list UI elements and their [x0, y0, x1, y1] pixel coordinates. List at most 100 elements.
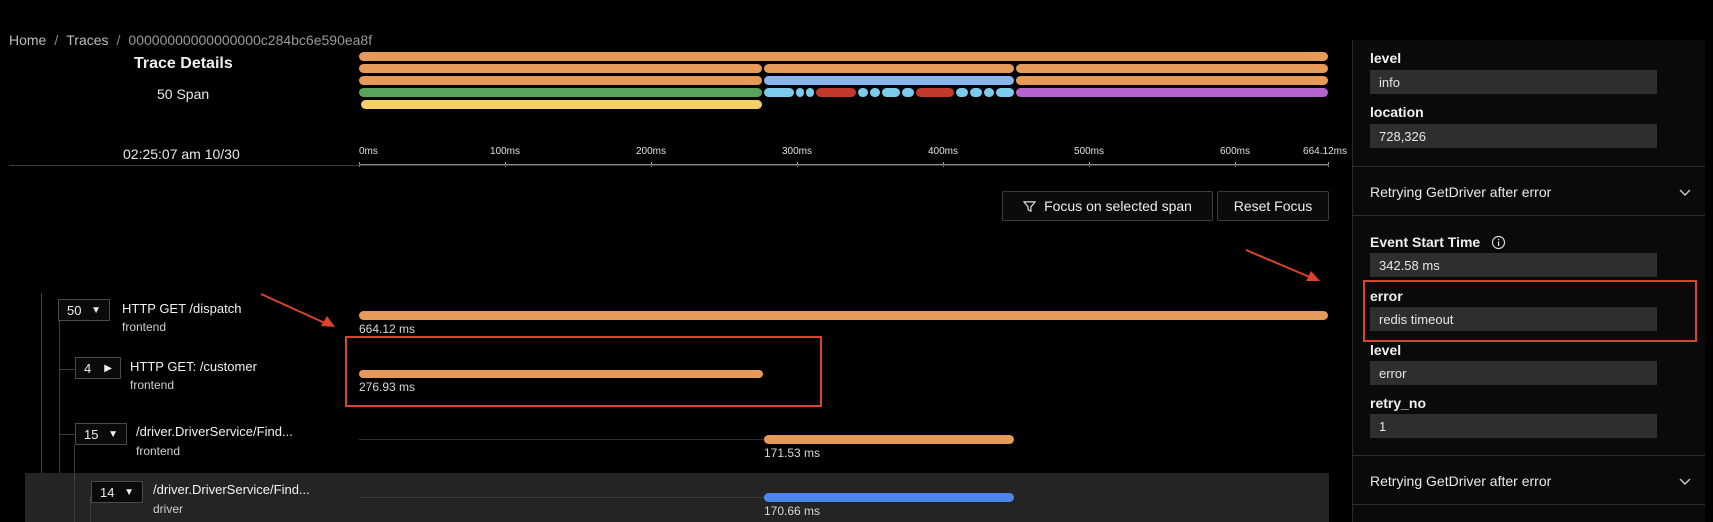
tree-guide-line — [59, 434, 75, 435]
caret-down-icon: ▼ — [91, 304, 101, 316]
caret-down-icon: ▼ — [124, 486, 134, 498]
breadcrumb-home[interactable]: Home — [9, 32, 47, 48]
span-service: driver — [153, 502, 184, 516]
span-child-count: 50 — [67, 302, 82, 318]
focus-selected-span-button[interactable]: Focus on selected span — [1002, 191, 1213, 221]
span-name[interactable]: HTTP GET: /customer — [130, 359, 257, 374]
span-row[interactable]: 14 ▼ — [91, 481, 143, 503]
span-bar[interactable] — [764, 435, 1014, 444]
caret-down-icon: ▼ — [108, 428, 118, 440]
field-label: level — [1370, 50, 1402, 66]
minimap-bar — [996, 88, 1014, 97]
field-value: 342.58 ms — [1370, 253, 1657, 277]
minimap-bar — [361, 100, 762, 109]
axis-tick-label: 100ms — [489, 146, 521, 157]
field-label: Event Start Time — [1370, 234, 1481, 250]
span-row[interactable]: 15 ▼ — [75, 423, 127, 445]
reset-focus-button[interactable]: Reset Focus — [1217, 191, 1329, 221]
annotation-arrow — [1245, 249, 1320, 281]
minimap-bar — [916, 88, 954, 97]
trace-start-time: 02:25:07 am 10/30 — [123, 146, 240, 162]
span-children-toggle[interactable]: 50 ▼ — [58, 299, 110, 321]
span-service: frontend — [136, 444, 181, 458]
field-value: info — [1370, 70, 1657, 94]
divider — [1353, 455, 1705, 456]
minimap-bar — [858, 88, 868, 97]
event-title: Retrying GetDriver after error — [1370, 473, 1552, 489]
span-bar[interactable] — [764, 493, 1014, 502]
axis-tick-label: 200ms — [635, 146, 667, 157]
minimap-bar — [816, 88, 856, 97]
span-children-toggle[interactable]: 14 ▼ — [91, 481, 143, 503]
span-row[interactable]: 4 ▶ — [75, 357, 121, 379]
span-children-toggle[interactable]: 15 ▼ — [75, 423, 127, 445]
page-title: Trace Details — [134, 55, 233, 72]
field-value: 728,326 — [1370, 124, 1657, 148]
annotation-arrow — [260, 293, 335, 327]
breadcrumb-separator: / — [54, 32, 59, 48]
axis-tick-label: 600ms — [1219, 146, 1251, 157]
span-name[interactable]: /driver.DriverService/Find... — [153, 482, 310, 497]
caret-right-icon: ▶ — [104, 362, 112, 374]
axis-line — [359, 164, 1329, 165]
minimap-bar — [796, 88, 804, 97]
axis-tick-label: 500ms — [1073, 146, 1105, 157]
event-title: Retrying GetDriver after error — [1370, 184, 1552, 200]
divider — [1353, 166, 1705, 167]
axis-tick-label: 400ms — [927, 146, 959, 157]
minimap-bar — [764, 64, 1014, 73]
minimap-bar — [984, 88, 994, 97]
info-icon[interactable] — [1491, 235, 1506, 250]
field-value: 1 — [1370, 414, 1657, 438]
span-count: 50 Span — [157, 86, 210, 102]
span-children-toggle[interactable]: 4 ▶ — [75, 357, 121, 379]
span-row[interactable]: 50 ▼ — [58, 299, 110, 321]
span-name[interactable]: HTTP GET /dispatch — [122, 301, 242, 316]
axis-tick-label: 300ms — [781, 146, 813, 157]
span-duration: 170.66 ms — [764, 504, 821, 518]
minimap-bar — [1016, 64, 1328, 73]
span-service: frontend — [122, 320, 167, 334]
minimap-bar — [359, 52, 1328, 61]
tree-guide-line — [41, 293, 42, 522]
span-child-count: 15 — [84, 426, 99, 442]
axis-divider — [9, 165, 1329, 166]
minimap-bar — [1016, 88, 1328, 97]
span-duration: 664.12 ms — [359, 322, 416, 336]
span-duration: 171.53 ms — [764, 446, 821, 460]
span-duration: 276.93 ms — [359, 380, 416, 394]
trace-minimap[interactable] — [359, 52, 1329, 112]
minimap-bar — [956, 88, 968, 97]
axis-tick-label: 0ms — [359, 146, 378, 157]
breadcrumb-separator: / — [116, 32, 121, 48]
minimap-bar — [870, 88, 880, 97]
minimap-bar — [970, 88, 982, 97]
tree-guide-line — [59, 312, 60, 522]
reset-button-label: Reset Focus — [1233, 198, 1313, 214]
event-accordion-header[interactable]: Retrying GetDriver after error — [1353, 167, 1705, 215]
annotation-highlight-box — [1363, 280, 1697, 342]
field-value: redis timeout — [1370, 307, 1657, 331]
event-accordion-header[interactable]: Retrying GetDriver after error — [1353, 456, 1705, 504]
axis-tick-label: 664.12ms — [1303, 146, 1347, 157]
tree-guide-line — [74, 473, 75, 522]
span-track — [359, 497, 764, 498]
span-track — [359, 439, 764, 440]
chevron-down-icon — [1679, 478, 1691, 485]
span-details-panel: level info location 728,326 Retrying Get… — [1352, 40, 1705, 522]
divider — [1353, 215, 1705, 216]
divider — [1353, 504, 1705, 505]
breadcrumb-trace-id: 00000000000000000c284bc6e590ea8f — [128, 32, 373, 48]
minimap-bar — [359, 76, 762, 85]
annotation-highlight-box — [345, 336, 822, 407]
span-bar[interactable] — [359, 370, 763, 378]
field-label: retry_no — [1370, 395, 1427, 411]
field-label: error — [1370, 288, 1403, 304]
span-service: frontend — [130, 378, 175, 392]
breadcrumb-traces[interactable]: Traces — [66, 32, 109, 48]
span-name[interactable]: /driver.DriverService/Find... — [136, 424, 293, 439]
breadcrumb: Home / Traces / 00000000000000000c284bc6… — [9, 32, 372, 48]
span-bar[interactable] — [359, 311, 1328, 320]
timeline-axis: 0ms 100ms 200ms 300ms 400ms 500ms 600ms … — [359, 146, 1347, 167]
minimap-bar — [806, 88, 814, 97]
